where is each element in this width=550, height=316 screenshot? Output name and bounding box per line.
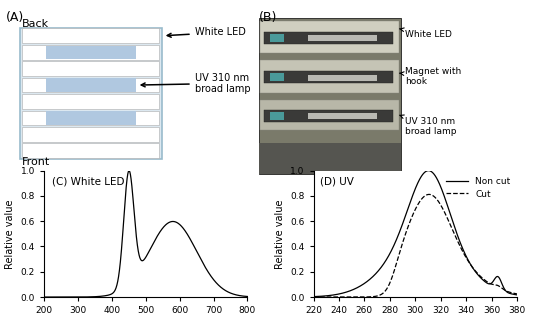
Non cut [508, 292, 514, 296]
Bar [22, 45, 159, 60]
Cut [409, 214, 416, 217]
Non cut [508, 292, 514, 296]
Bar [46, 46, 136, 59]
Bar [265, 110, 393, 122]
Bar [22, 94, 159, 109]
Cut [471, 267, 477, 271]
Text: White LED: White LED [167, 27, 245, 38]
Non cut [321, 294, 327, 298]
Non cut [514, 293, 520, 297]
Text: White LED: White LED [399, 28, 452, 39]
Bar [22, 78, 159, 93]
Bar [22, 143, 159, 158]
Non cut [404, 210, 410, 213]
Y-axis label: Relative value: Relative value [5, 199, 15, 269]
Cut [508, 291, 514, 295]
Bar [308, 75, 377, 81]
Bar [271, 73, 284, 82]
Bar [261, 100, 399, 130]
Y-axis label: Relative value: Relative value [274, 199, 284, 269]
Text: Front: Front [22, 157, 50, 167]
Line: Non cut: Non cut [314, 171, 517, 297]
Cut [508, 291, 514, 295]
Text: (A): (A) [6, 11, 24, 24]
Bar [258, 143, 401, 173]
Non cut [409, 194, 416, 198]
Bar [22, 28, 159, 43]
Text: (D) UV: (D) UV [320, 177, 354, 187]
Bar [46, 78, 136, 92]
Bar [265, 32, 393, 44]
Text: (C) White LED: (C) White LED [52, 177, 125, 187]
Text: Back: Back [22, 19, 49, 29]
Non cut [310, 295, 317, 299]
Text: (B): (B) [258, 11, 277, 24]
Line: Cut: Cut [314, 194, 517, 297]
Bar [258, 18, 401, 173]
Cut [426, 192, 432, 196]
Cut [404, 228, 410, 231]
Text: Magnet with
hook: Magnet with hook [399, 67, 461, 86]
Text: UV 310 nm
broad lamp: UV 310 nm broad lamp [399, 115, 456, 137]
Bar [22, 111, 159, 125]
Bar [22, 61, 159, 76]
Cut [321, 295, 327, 299]
Bar [46, 111, 136, 125]
Bar [308, 35, 377, 41]
Bar [308, 113, 377, 119]
Cut [514, 292, 520, 296]
Bar [20, 27, 162, 159]
Non cut [471, 268, 477, 271]
Bar [261, 60, 399, 93]
Cut [310, 295, 317, 299]
Bar [271, 112, 284, 120]
Non cut [425, 169, 432, 173]
Bar [261, 21, 399, 53]
Bar [265, 71, 393, 83]
Bar [22, 127, 159, 142]
Text: UV 310 nm
broad lamp: UV 310 nm broad lamp [141, 73, 250, 94]
Legend: Non cut, Cut: Non cut, Cut [444, 175, 513, 200]
Bar [271, 34, 284, 42]
